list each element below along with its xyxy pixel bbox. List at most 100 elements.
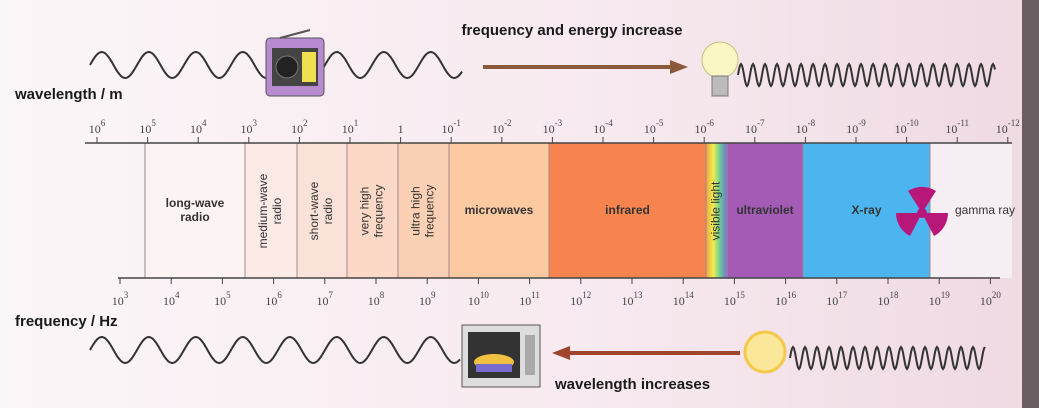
tick-exponent: 7 <box>329 290 334 300</box>
tick-exponent: -8 <box>808 118 816 128</box>
tick-base: 10 <box>826 294 838 308</box>
tick-exponent: 8 <box>380 290 385 300</box>
bottom-caption: wavelength increases <box>554 376 710 393</box>
region-label: frequency <box>423 185 437 238</box>
tick-base: 10 <box>724 294 736 308</box>
tick-base: 10 <box>593 122 605 136</box>
tick-exponent: 5 <box>226 290 231 300</box>
tick-base: 10 <box>89 122 101 136</box>
tick-base: 10 <box>291 122 303 136</box>
tick-exponent: 20 <box>992 290 1002 300</box>
tick-label: 1 <box>398 122 404 136</box>
tick-base: 10 <box>846 122 858 136</box>
tick-base: 10 <box>543 122 555 136</box>
tick-base: 10 <box>468 294 480 308</box>
tick-exponent: 9 <box>431 290 436 300</box>
tick-base: 1 <box>398 122 404 136</box>
tick-exponent: 12 <box>582 290 591 300</box>
region-label: infrared <box>605 203 650 217</box>
tick-exponent: -3 <box>555 118 563 128</box>
microwave-icon <box>462 325 540 387</box>
tick-base: 10 <box>570 294 582 308</box>
edge-strip <box>1022 0 1039 408</box>
tick-exponent: -9 <box>858 118 866 128</box>
radio-icon <box>266 30 324 96</box>
tick-base: 10 <box>694 122 706 136</box>
tick-exponent: -1 <box>453 118 461 128</box>
region-label: radio <box>321 197 335 224</box>
tick-exponent: -4 <box>605 118 613 128</box>
tick-base: 10 <box>996 122 1008 136</box>
tick-exponent: 6 <box>277 290 282 300</box>
region-label: medium-wave <box>256 173 270 248</box>
tick-exponent: 3 <box>124 290 129 300</box>
tick-exponent: -7 <box>757 118 765 128</box>
tick-base: 10 <box>519 294 531 308</box>
tick-base: 10 <box>214 294 226 308</box>
wavelength-label: wavelength / m <box>14 86 123 103</box>
sun-icon <box>745 332 785 372</box>
tick-base: 10 <box>419 294 431 308</box>
tick-exponent: 15 <box>736 290 746 300</box>
tick-base: 10 <box>895 122 907 136</box>
tick-exponent: -5 <box>656 118 664 128</box>
tick-exponent: 4 <box>202 118 207 128</box>
tick-exponent: 5 <box>151 118 156 128</box>
tick-exponent: 4 <box>175 290 180 300</box>
diagram: long-waveradiomedium-waveradioshort-wave… <box>0 0 1039 408</box>
tick-base: 10 <box>265 294 277 308</box>
tick-base: 10 <box>112 294 124 308</box>
tick-base: 10 <box>139 122 151 136</box>
tick-base: 10 <box>368 294 380 308</box>
tick-base: 10 <box>945 122 957 136</box>
region-label: microwaves <box>465 203 534 217</box>
region-label: radio <box>180 210 209 224</box>
tick-exponent: -6 <box>706 118 714 128</box>
tick-base: 10 <box>775 294 787 308</box>
tick-exponent: 18 <box>890 290 900 300</box>
tick-exponent: -2 <box>504 118 512 128</box>
tick-base: 10 <box>622 294 634 308</box>
region-label: X-ray <box>851 203 881 217</box>
tick-base: 10 <box>644 122 656 136</box>
tick-base: 10 <box>163 294 175 308</box>
frequency-label: frequency / Hz <box>15 313 118 330</box>
tick-base: 10 <box>342 122 354 136</box>
tick-exponent: 13 <box>634 290 644 300</box>
tick-base: 10 <box>796 122 808 136</box>
tick-base: 10 <box>317 294 329 308</box>
region-label: short-wave <box>307 181 321 240</box>
tick-exponent: 10 <box>480 290 490 300</box>
tick-exponent: 14 <box>685 290 695 300</box>
tick-base: 10 <box>878 294 890 308</box>
tick-base: 10 <box>190 122 202 136</box>
tick-base: 10 <box>492 122 504 136</box>
tick-exponent: 11 <box>531 290 540 300</box>
tick-base: 10 <box>441 122 453 136</box>
region-label: visible light <box>709 181 723 240</box>
tick-exponent: 1 <box>354 118 359 128</box>
tick-exponent: 19 <box>941 290 951 300</box>
tick-base: 10 <box>673 294 685 308</box>
region-label: gamma ray <box>955 203 1015 217</box>
tick-base: 10 <box>745 122 757 136</box>
tick-exponent: 3 <box>253 118 258 128</box>
tick-exponent: 16 <box>787 290 797 300</box>
tick-exponent: -12 <box>1008 118 1020 128</box>
tick-base: 10 <box>929 294 941 308</box>
tick-base: 10 <box>241 122 253 136</box>
tick-base: 10 <box>980 294 992 308</box>
region-label: radio <box>270 197 284 224</box>
tick-exponent: -11 <box>957 118 969 128</box>
region-label: ultraviolet <box>736 203 793 217</box>
tick-exponent: 6 <box>101 118 106 128</box>
region-label: very high <box>358 187 372 236</box>
region-label: long-wave <box>166 196 225 210</box>
page: { "top_text": "frequency and energy incr… <box>0 0 1039 408</box>
region-label: ultra high <box>409 186 423 235</box>
tick-exponent: 2 <box>303 118 308 128</box>
top-caption: frequency and energy increase <box>462 22 683 39</box>
region-label: frequency <box>372 185 386 238</box>
tick-exponent: 17 <box>838 290 848 300</box>
